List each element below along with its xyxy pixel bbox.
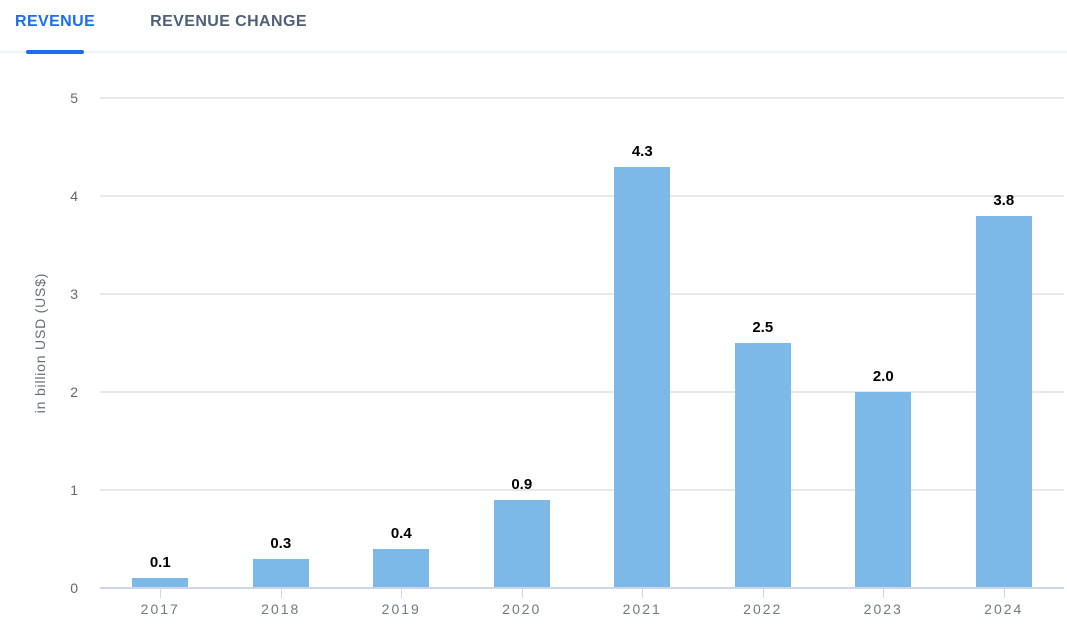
y-tick-label-0: 0 (70, 580, 78, 596)
x-tick-2019 (401, 588, 403, 598)
tab-revenue-change-label: REVENUE CHANGE (150, 13, 307, 30)
bar-2024[interactable] (975, 215, 1032, 588)
bar-value-label-2021: 4.3 (631, 142, 653, 160)
x-tick-label-2024: 2024 (984, 601, 1024, 617)
bar-value-label-2017: 0.1 (149, 554, 171, 572)
gridline-y-1 (100, 489, 1064, 491)
bar-2023[interactable] (855, 392, 912, 588)
gridline-y-3 (100, 293, 1064, 295)
y-axis-title: in billion USD (US$) (32, 272, 48, 414)
x-tick-label-2021: 2021 (622, 601, 662, 617)
y-tick-label-2: 2 (70, 384, 78, 400)
active-tab-underline (26, 50, 85, 54)
column-2017: 0.1 2017 (100, 98, 221, 617)
y-tick-label-1: 1 (70, 482, 78, 498)
gridline-y-2 (100, 391, 1064, 393)
bar-2022[interactable] (734, 343, 791, 588)
column-2021: 4.3 2021 (582, 98, 703, 617)
x-tick-label-2018: 2018 (261, 601, 301, 617)
tab-revenue[interactable]: REVENUE (15, 0, 95, 54)
tab-revenue-change[interactable]: REVENUE CHANGE (150, 0, 307, 54)
tab-revenue-label: REVENUE (15, 13, 96, 30)
x-tick-label-2017: 2017 (140, 601, 180, 617)
x-tick-2023 (883, 588, 885, 598)
bar-2019[interactable] (373, 548, 430, 588)
bar-value-label-2018: 0.3 (270, 534, 292, 552)
gridline-y-5 (100, 97, 1064, 99)
bar-2021[interactable] (614, 166, 671, 588)
bar-value-label-2020: 0.9 (511, 475, 533, 493)
x-tick-label-2019: 2019 (381, 601, 421, 617)
x-axis-line (100, 587, 1064, 589)
x-tick-2022 (762, 588, 764, 598)
tab-bar: REVENUE REVENUE CHANGE (0, 0, 1067, 54)
plot-area: 0 1 2 3 4 5 0.1 2017 0.3 2018 0.4 2019 0.9 2020 4.3 202… (70, 90, 1065, 617)
bar-value-label-2023: 2.0 (872, 368, 894, 385)
bar-chart: in billion USD (US$) 0 1 2 3 4 5 0.1 2017 0.3 201… (0, 54, 1067, 635)
x-tick-label-2020: 2020 (502, 601, 542, 617)
gridline-y-4 (100, 195, 1064, 197)
column-2024: 3.8 2024 (944, 98, 1065, 617)
column-2018: 0.3 2018 (221, 98, 342, 617)
bar-2017[interactable] (132, 578, 189, 588)
x-tick-2024 (1003, 588, 1005, 598)
y-tick-label-5: 5 (70, 90, 78, 106)
bar-value-label-2022: 2.5 (752, 319, 774, 336)
column-2019: 0.4 2019 (341, 98, 462, 617)
y-tick-label-4: 4 (70, 188, 78, 204)
x-tick-label-2022: 2022 (743, 601, 783, 617)
x-tick-2017 (160, 588, 162, 598)
bar-2020[interactable] (493, 499, 550, 588)
bar-value-label-2024: 3.8 (993, 191, 1015, 209)
column-2023: 2.0 2023 (823, 98, 944, 617)
x-tick-label-2023: 2023 (863, 601, 903, 617)
column-2022: 2.5 2022 (703, 98, 824, 617)
x-tick-2018 (280, 588, 282, 598)
x-tick-2021 (642, 588, 644, 598)
y-tick-label-3: 3 (70, 286, 78, 302)
bar-value-label-2019: 0.4 (390, 524, 412, 542)
bar-2018[interactable] (252, 558, 309, 588)
column-2020: 0.9 2020 (462, 98, 583, 617)
x-tick-2020 (521, 588, 523, 598)
